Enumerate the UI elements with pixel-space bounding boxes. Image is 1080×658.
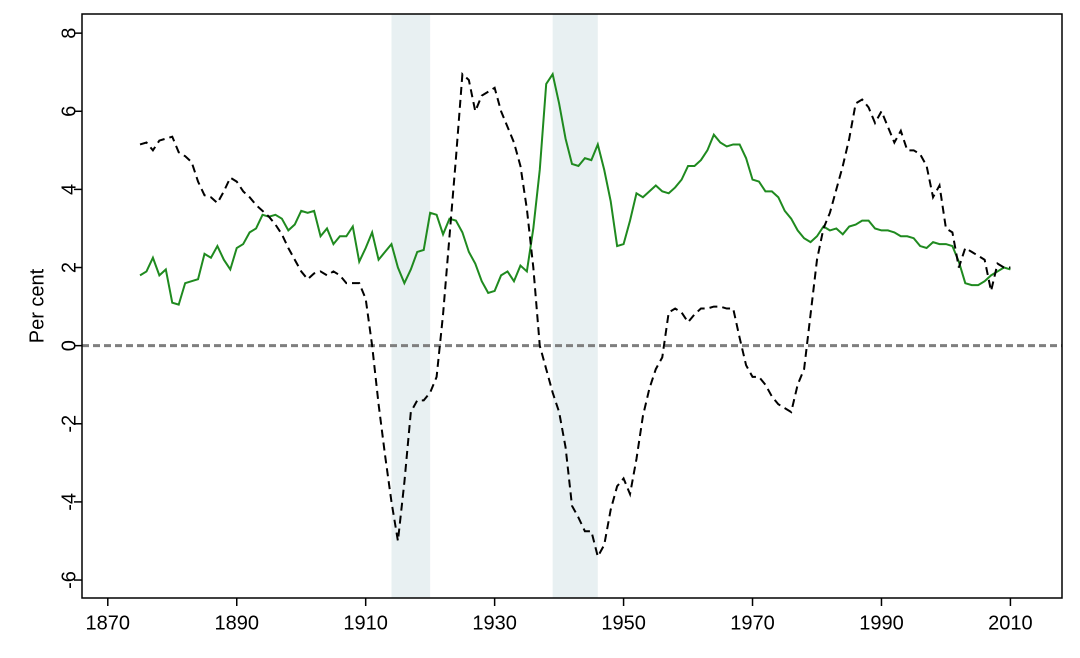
series-line bbox=[139, 71, 1011, 306]
y-tick-label: 8 bbox=[58, 28, 80, 39]
y-tick-label: -4 bbox=[58, 493, 80, 511]
y-axis-label: Per cent bbox=[26, 268, 48, 343]
y-tick-label: 6 bbox=[58, 106, 80, 117]
x-tick-label: 1910 bbox=[343, 612, 388, 634]
y-tick-label: 0 bbox=[58, 340, 80, 351]
x-tick-label: 2010 bbox=[988, 612, 1033, 634]
x-tick-label: 1950 bbox=[601, 612, 646, 634]
y-tick-label: 4 bbox=[58, 184, 80, 195]
x-tick-label: 1870 bbox=[86, 612, 131, 634]
series-line bbox=[139, 72, 1011, 560]
x-tick-label: 1930 bbox=[472, 612, 517, 634]
y-tick-label: -2 bbox=[58, 415, 80, 433]
x-tick-label: 1990 bbox=[859, 612, 904, 634]
x-tick-label: 1970 bbox=[730, 612, 775, 634]
y-tick-label: -6 bbox=[58, 571, 80, 589]
x-tick-label: 1890 bbox=[214, 612, 259, 634]
plot-frame bbox=[81, 13, 1063, 599]
y-tick-label: 2 bbox=[58, 262, 80, 273]
shaded-region bbox=[391, 14, 431, 598]
